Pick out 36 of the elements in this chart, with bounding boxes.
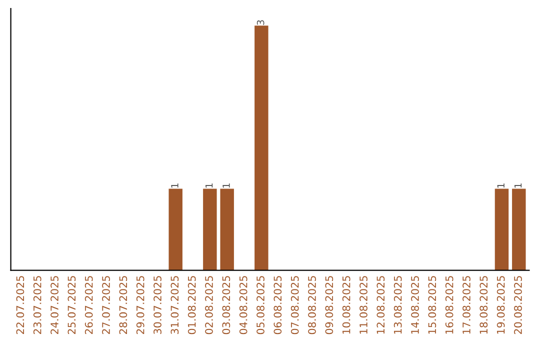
x-tick-label: 26.07.2025: [84, 276, 93, 334]
x-tick-label: 30.07.2025: [154, 276, 162, 334]
x-tick-label: 20.08.2025: [514, 276, 522, 334]
x-tick-label: 09.08.2025: [325, 276, 334, 334]
data-label: 3: [256, 20, 264, 25]
x-tick-label: 22.07.2025: [16, 276, 24, 334]
x-tick-label: 13.08.2025: [394, 276, 402, 334]
x-tick-label: 17.08.2025: [462, 276, 470, 334]
x-tick-label: 14.08.2025: [411, 276, 419, 334]
x-tick-label: 06.08.2025: [274, 276, 282, 334]
data-label: 1: [171, 183, 178, 188]
x-tick-label: 08.08.2025: [308, 276, 316, 334]
x-tick-label: 18.08.2025: [480, 276, 488, 334]
x-tick-label: 16.08.2025: [445, 276, 454, 334]
x-tick-label: 19.08.2025: [496, 276, 505, 334]
x-tick-label: 07.08.2025: [290, 276, 299, 334]
x-tick-label: 04.08.2025: [239, 276, 248, 334]
x-tick-label: 02.08.2025: [205, 276, 213, 334]
x-tick-label: 25.07.2025: [68, 276, 76, 334]
x-tick-label: 03.08.2025: [222, 276, 230, 334]
x-tick-label: 24.07.2025: [50, 276, 58, 334]
data-label: 1: [497, 183, 504, 188]
x-tick-label: 27.07.2025: [102, 276, 110, 334]
x-tick-label: 05.08.2025: [256, 276, 264, 334]
data-label: 1: [514, 183, 522, 188]
x-tick-label: 28.07.2025: [119, 276, 128, 334]
x-tick-label: 11.08.2025: [360, 276, 368, 334]
data-label: 1: [222, 183, 230, 188]
x-tick-label: 10.08.2025: [342, 276, 350, 334]
data-label: 1: [206, 183, 213, 188]
x-tick-label: 31.07.2025: [170, 276, 179, 334]
x-tick-label: 29.07.2025: [136, 276, 144, 334]
x-tick-label: 12.08.2025: [376, 276, 385, 334]
x-tick-label: 01.08.2025: [188, 276, 196, 334]
x-tick-label: 23.07.2025: [33, 276, 42, 334]
x-tick-label: 15.08.2025: [428, 276, 436, 334]
